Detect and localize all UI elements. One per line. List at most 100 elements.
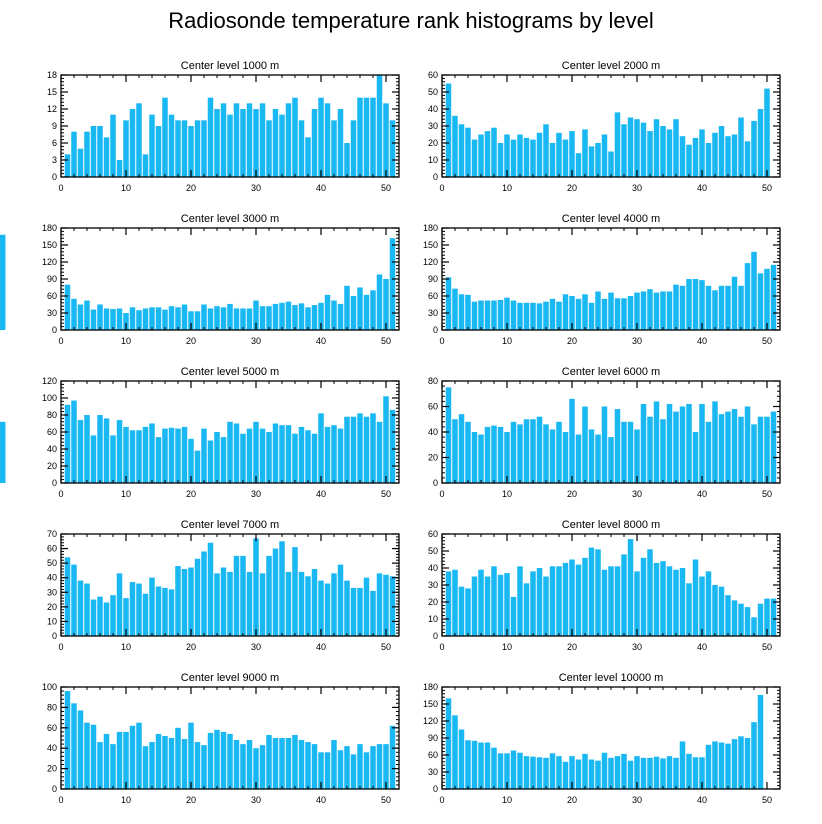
histogram-bar [311, 433, 318, 483]
y-tick-label: 40 [428, 563, 438, 573]
histogram-bar [298, 571, 305, 636]
x-tick-label: 30 [632, 642, 642, 652]
histogram-bar [660, 291, 666, 330]
x-tick-label: 10 [502, 183, 512, 193]
histogram-bar [142, 746, 149, 789]
histogram-bar [614, 298, 621, 330]
y-tick-label: 100 [42, 682, 57, 692]
histogram-bar [97, 596, 103, 636]
histogram-bar [582, 753, 588, 789]
histogram-bar [530, 756, 536, 789]
histogram-bar [110, 744, 116, 789]
x-tick-label: 10 [121, 489, 131, 499]
y-tick-label: 15 [47, 87, 57, 97]
histogram-bar [227, 421, 233, 483]
histogram-bar [751, 722, 757, 789]
histogram-bar [142, 154, 149, 177]
histogram-bar [162, 735, 168, 789]
y-tick-label: 120 [423, 716, 438, 726]
histogram-bar [201, 428, 207, 483]
histogram-bar [549, 566, 556, 636]
y-tick-label: 60 [428, 402, 438, 412]
histogram-bar [712, 585, 718, 636]
histogram-bar [705, 744, 712, 789]
histogram-bar [155, 307, 162, 330]
histogram-bar [725, 595, 731, 636]
histogram-bar [660, 561, 666, 636]
histogram-bar [383, 279, 389, 330]
histogram-bar [383, 103, 389, 177]
y-tick-label: 18 [47, 70, 57, 80]
histogram-bar [523, 419, 530, 483]
histogram-bar [660, 126, 666, 177]
histogram-bar [110, 435, 116, 483]
histogram-bar [259, 573, 266, 636]
histogram-bar [640, 291, 647, 330]
histogram-bar [376, 274, 383, 330]
histogram-bar [608, 757, 614, 789]
y-tick-label: 20 [47, 602, 57, 612]
y-tick-label: 9 [52, 121, 57, 131]
histogram-bar [324, 426, 331, 483]
histogram-bar [445, 83, 452, 177]
histogram-bar [266, 120, 272, 177]
histogram-bar [142, 426, 149, 483]
histogram-bar [123, 313, 129, 330]
histogram-bar [445, 277, 452, 330]
histogram-bar [757, 109, 764, 177]
panel-title: Center level 9000 m [181, 672, 279, 684]
x-tick-label: 20 [567, 183, 577, 193]
histogram-bar [149, 114, 155, 177]
y-tick-label: 60 [47, 723, 57, 733]
histogram-bar [705, 285, 712, 330]
histogram-bar [536, 303, 543, 330]
y-tick-label: 60 [428, 291, 438, 301]
histogram-bar [491, 747, 497, 789]
histogram-bar [536, 568, 543, 636]
x-tick-label: 30 [632, 336, 642, 346]
x-tick-label: 30 [251, 183, 261, 193]
histogram-bar [376, 75, 383, 177]
histogram-bar [510, 750, 517, 789]
histogram-bar [227, 114, 233, 177]
histogram-bar [175, 428, 181, 483]
histogram-bar [240, 744, 246, 789]
histogram-bar [383, 574, 389, 636]
histogram-bar [608, 151, 614, 177]
histogram-bar [699, 280, 705, 330]
histogram-bar [549, 753, 556, 789]
histogram-bar [686, 403, 692, 483]
histogram-bar [350, 587, 357, 636]
histogram-bar [543, 576, 549, 636]
histogram-bar [686, 583, 692, 636]
histogram-bar [588, 146, 595, 177]
histogram-bar [595, 549, 601, 636]
histogram-bar [240, 433, 246, 483]
histogram-bar [679, 568, 686, 636]
histogram-bar [383, 744, 389, 789]
histogram-bar [149, 577, 155, 636]
histogram-bar [175, 566, 181, 636]
histogram-bar [478, 300, 484, 330]
histogram-bar [298, 120, 305, 177]
figure-title: Radiosonde temperature rank histograms b… [168, 8, 654, 33]
histogram-bar [298, 426, 305, 483]
histogram-bar [653, 756, 660, 789]
histogram-bar [504, 134, 510, 177]
histogram-bar [699, 129, 705, 177]
histogram-bar [653, 401, 660, 483]
histogram-bar [725, 743, 731, 789]
histogram-bar [123, 120, 129, 177]
histogram-bar [692, 559, 699, 636]
histogram-bar [556, 421, 562, 483]
histogram-bar [110, 309, 116, 330]
histogram-bar [298, 740, 305, 789]
histogram-bar [458, 586, 465, 636]
histogram-bar [337, 564, 344, 636]
histogram-bar [673, 569, 679, 636]
histogram-bar [279, 114, 285, 177]
histogram-bar [181, 426, 188, 483]
y-tick-label: 10 [428, 614, 438, 624]
histogram-bar [478, 742, 484, 789]
histogram-bar [556, 756, 562, 789]
